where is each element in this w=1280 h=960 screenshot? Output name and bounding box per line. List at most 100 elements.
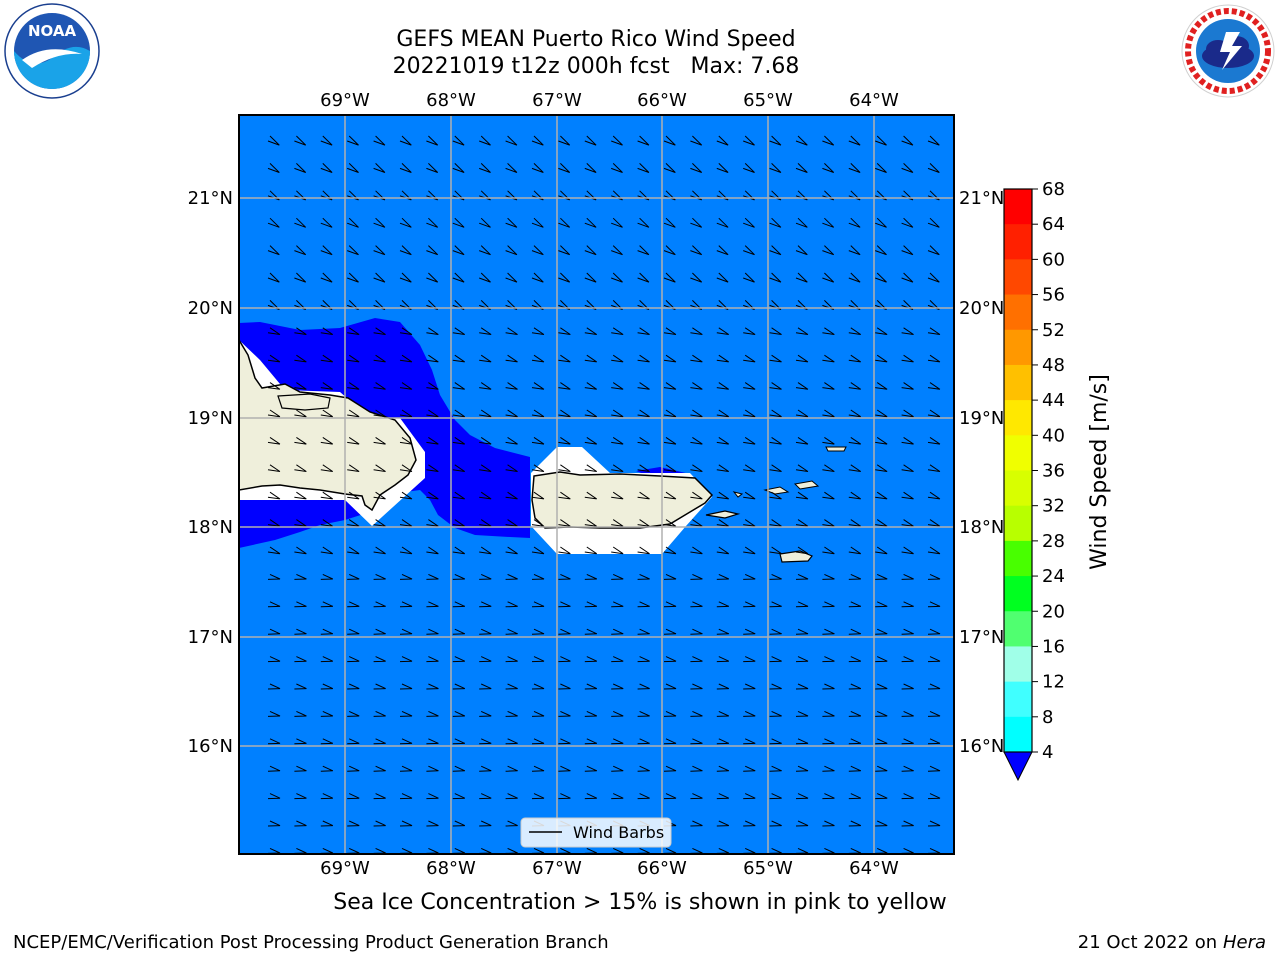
wind-barb [320,272,333,283]
wind-barb [848,793,862,800]
wind-barb [347,436,360,445]
wind-barb [690,245,703,256]
wind-barb [452,710,466,717]
wind-barb [927,382,941,390]
wind-barb [927,354,941,363]
wind-barb [294,656,307,663]
wind-barb [637,354,650,363]
wind-barb [373,245,386,256]
hispaniola-land [239,338,417,512]
wind-barb [795,300,808,310]
wind-barb [426,163,439,173]
wind-barb [690,710,703,717]
wind-barb [716,491,729,500]
wind-barb [690,491,703,500]
wind-barb [875,765,888,772]
wind-barb [320,190,333,201]
wind-barb [320,573,334,580]
colorbar-cell [1004,576,1032,612]
wind-barb [743,327,756,335]
wind-barb [558,765,571,772]
wind-barb [927,656,941,663]
wind-barb [795,491,809,500]
wind-barb [611,546,624,555]
wind-barb [848,573,862,580]
wind-barb [373,190,386,201]
colorbar-tick-label: 60 [1042,249,1065,270]
wind-barb [611,382,624,390]
wind-barb [320,820,334,827]
wind-barb [716,354,729,363]
wind-barb [901,710,914,717]
wind-barb [558,272,571,283]
wind-barb [373,601,386,608]
wind-barb [558,135,571,146]
lon-label-bottom: 66°W [637,858,687,879]
wind-barb [795,382,809,390]
wind-barb [347,573,360,580]
wind-barb [663,738,677,745]
lat-label-right: 21°N [959,188,1004,209]
wind-barb [611,354,624,363]
wind-barb [452,765,466,772]
wind-barb [426,793,439,800]
wind-barb [426,354,439,363]
wind-barb [505,436,518,445]
wind-barb [347,628,360,635]
wind-barb [399,300,412,310]
wind-barb [505,409,518,418]
lon-label-top: 64°W [849,90,899,111]
wind-barb [294,464,307,472]
wind-barb [584,354,597,363]
wind-barb [716,765,730,772]
wind-barb [848,436,861,445]
wind-barb [769,820,782,827]
wind-barb [901,793,914,800]
wind-barb [479,491,492,500]
wind-barb [347,738,360,745]
wind-barb [611,409,624,418]
wind-barb [795,464,809,472]
lat-label-left: 16°N [188,736,233,757]
wind-barb [822,300,835,310]
wind-barb [822,245,835,256]
wind-barb [663,710,677,717]
wind-barb [531,217,544,228]
wind-barb [373,820,386,827]
wind-barb [716,300,729,310]
wind-barb [611,793,624,800]
wind-barb [663,464,677,472]
wind-barb [531,409,545,418]
wind-barb [875,436,888,445]
wind-barb [663,656,677,663]
wind-barb [848,354,861,363]
wind-barb [267,628,281,635]
lon-label-top: 69°W [320,90,370,111]
wind-barb [452,738,466,745]
wind-barb [769,738,782,745]
wind-barb [611,628,624,635]
wind-barb [531,683,545,690]
map-subtitle: 20221019 t12z 000h fcst Max: 7.68 [392,54,800,79]
wind-barb [426,656,439,663]
wind-barb [769,327,782,335]
wind-barb [479,464,492,472]
vieques-island [705,510,741,519]
wind-barb [848,491,861,500]
wind-barb [611,683,624,690]
footer-branch: NCEP/EMC/Verification Post Processing Pr… [13,932,609,953]
wind-barb [452,546,465,555]
wind-barb [875,354,888,363]
wind-barb [294,573,307,580]
wind-barb [426,573,439,580]
wind-barb [875,710,888,717]
wind-barb [690,601,703,608]
wind-barb [848,135,861,146]
wind-barb [479,656,492,663]
st-croix-island [779,550,813,563]
wind-barb [531,656,545,663]
wind-barb [663,272,676,283]
wind-barb [716,163,729,173]
wind-barb [373,491,386,500]
wind-barb [637,765,650,772]
